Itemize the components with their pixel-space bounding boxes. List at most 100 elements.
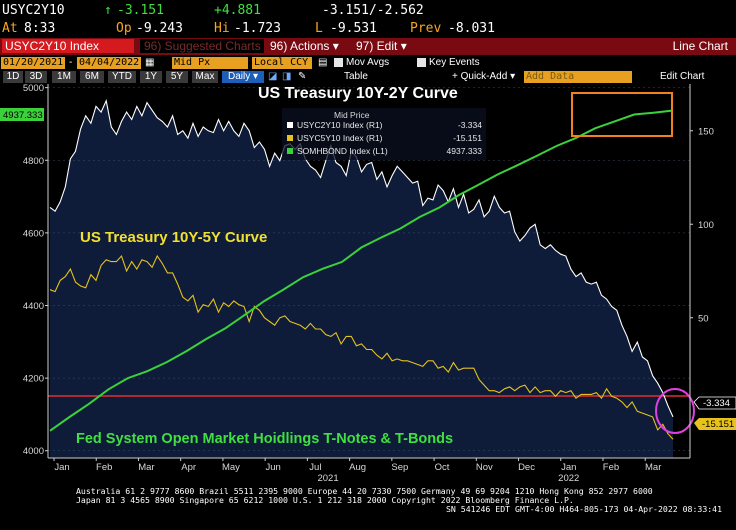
low-label: L — [315, 21, 323, 36]
edit-menu[interactable]: 97) Edit ▾ — [356, 39, 407, 53]
x-tick-label: Aug — [349, 462, 366, 473]
settings-icon[interactable]: ▤ — [318, 57, 328, 68]
ticker[interactable]: USYC2Y10 — [2, 3, 65, 18]
left-tick-label: 5000 — [23, 84, 44, 94]
gridlines — [48, 87, 690, 452]
start-date-field[interactable]: 01/20/2021 — [1, 57, 65, 69]
x-tick-label: Dec — [518, 462, 535, 473]
bid-ask: -3.151/-2.562 — [322, 3, 424, 18]
highlight-circle — [655, 388, 695, 434]
x-tick-label: Jan — [54, 462, 69, 473]
x-tick-label: Nov — [476, 462, 493, 473]
open-value: -9.243 — [136, 21, 183, 36]
x-tick-label: Feb — [603, 462, 619, 473]
left-tick-label: 4800 — [23, 156, 44, 167]
legend-swatch-somhbond — [287, 148, 293, 154]
legend-value-usyc2y10: -3.334 — [458, 120, 482, 130]
mov-avgs-label: Mov Avgs — [346, 57, 390, 68]
calendar-icon[interactable]: ▦ — [145, 57, 155, 68]
x-tick-label: Jan — [561, 462, 576, 473]
open-label: Op — [116, 21, 132, 36]
security-index[interactable]: USYC2Y10 Index — [2, 39, 134, 53]
high-label: Hi — [214, 21, 230, 36]
table-view-button[interactable]: Table — [344, 71, 368, 82]
footer-line1: Australia 61 2 9777 8600 Brazil 5511 239… — [76, 486, 653, 496]
series-points — [49, 100, 674, 440]
range-1y[interactable]: 1Y — [140, 71, 162, 83]
date-separator: - — [69, 57, 73, 68]
chart-title: US Treasury 10Y-2Y Curve — [258, 85, 458, 102]
actions-menu[interactable]: 96) Actions ▾ — [270, 39, 339, 53]
add-data-field[interactable]: Add Data — [524, 71, 632, 83]
left-tick-label: 4400 — [23, 301, 44, 312]
bar-chart-icon[interactable]: ◨ — [282, 71, 292, 82]
frequency-select[interactable]: Daily ▾ — [222, 71, 264, 83]
range-5y[interactable]: 5Y — [166, 71, 188, 83]
x-year-label: 2021 — [317, 473, 338, 484]
x-tick-label: Mar — [645, 462, 661, 473]
range-max[interactable]: Max — [192, 71, 218, 83]
right-tick-label: 150 — [698, 126, 714, 137]
end-date-field[interactable]: 04/04/2022 — [77, 57, 141, 69]
legend-label-usyc5y10: USYC5Y10 Index (R1) — [297, 133, 383, 143]
currency-select[interactable]: Local CCY — [252, 57, 312, 69]
legend-label-usyc2y10: USYC2Y10 Index (R1) — [297, 120, 383, 130]
range-6m[interactable]: 6M — [80, 71, 104, 83]
last-arrow-icon: ↑ — [104, 3, 112, 18]
x-tick-label: Sep — [391, 462, 408, 473]
key-events-checkbox[interactable] — [417, 58, 426, 67]
low-value: -9.531 — [330, 21, 377, 36]
highlight-box — [571, 92, 673, 137]
tag-somhbond: 4937.333 — [0, 108, 44, 121]
x-tick-label: Jul — [309, 462, 321, 473]
x-tick-label: May — [222, 462, 240, 473]
legend-swatch-usyc5y10 — [287, 135, 293, 141]
prev-label: Prev — [410, 21, 442, 36]
tag-usyc5y10-value: -15.151 — [702, 419, 734, 430]
chart-svg: US Treasury 10Y-2Y Curve US Treasury 10Y… — [0, 84, 736, 486]
legend-header: Mid Price — [334, 110, 370, 120]
price-field-select[interactable]: Mid Px — [172, 57, 248, 69]
x-tick-label: Oct — [435, 462, 450, 473]
range-3d[interactable]: 3D — [25, 71, 47, 83]
prev-value: -8.031 — [448, 21, 495, 36]
footer-line3: SN 541246 EDT GMT-4:00 H464-805-173 04-A… — [446, 504, 723, 514]
security-toolbar: USYC2Y10 Index 96) Suggested Charts 96) … — [0, 38, 736, 55]
range-1d[interactable]: 1D — [3, 71, 23, 83]
legend-value-usyc5y10: -15.151 — [453, 133, 482, 143]
mov-avgs-checkbox[interactable] — [334, 58, 343, 67]
range-1m[interactable]: 1M — [52, 71, 76, 83]
legend: Mid Price USYC2Y10 Index (R1) -3.334 USY… — [282, 108, 486, 160]
curve-area-fill — [50, 100, 673, 459]
pen-icon[interactable]: ✎ — [298, 71, 307, 82]
left-tick-label: 4200 — [23, 374, 44, 385]
chart-controls-row2: 1D 3D 1M 6M YTD 1Y 5Y Max Daily ▾ ◪ ◨ ✎ … — [0, 70, 736, 85]
footer-line2: Japan 81 3 4565 8900 Singapore 65 6212 1… — [76, 495, 574, 505]
range-ytd[interactable]: YTD — [108, 71, 136, 83]
left-tick-label: 4600 — [23, 228, 44, 239]
key-events-label: Key Events — [429, 57, 480, 68]
annotation-fed-holdings: Fed System Open Market Hoidlings T-Notes… — [76, 431, 453, 447]
edit-chart-button[interactable]: Edit Chart — [660, 71, 705, 82]
x-axis: Jan Feb Mar Apr May Jun Jul Aug Sep Oct Nov Dec Jan F… — [48, 457, 690, 484]
last-price: -3.151 — [117, 3, 164, 18]
line-chart-icon[interactable]: ◪ — [268, 71, 278, 82]
x-tick-label: Feb — [96, 462, 112, 473]
tag-usyc2y10: -3.334 — [693, 396, 736, 410]
x-tick-label: Apr — [181, 462, 196, 473]
left-axis: 4000 4200 4400 4600 4800 5000 — [23, 84, 49, 458]
quote-time: 8:33 — [24, 21, 56, 36]
legend-value-somhbond: 4937.333 — [447, 146, 483, 156]
legend-label-somhbond: SOMHBOND Index (L1) — [297, 146, 388, 156]
terminal-footer: Australia 61 2 9777 8600 Brazil 5511 239… — [0, 486, 736, 530]
tag-usyc5y10: -15.151 — [694, 418, 736, 430]
tag-usyc2y10-value: -3.334 — [703, 398, 730, 409]
net-change: +4.881 — [214, 3, 261, 18]
suggested-charts-button[interactable]: 96) Suggested Charts — [140, 39, 264, 53]
tag-somhbond-value: 4937.333 — [3, 110, 43, 121]
chart-type-label: Line Chart — [672, 39, 728, 53]
quick-add-button[interactable]: + Quick-Add ▾ — [452, 71, 516, 82]
x-tick-label: Jun — [265, 462, 280, 473]
annotation-10y5y: US Treasury 10Y-5Y Curve — [80, 229, 267, 246]
right-axis: 50 100 150 — [689, 84, 714, 458]
